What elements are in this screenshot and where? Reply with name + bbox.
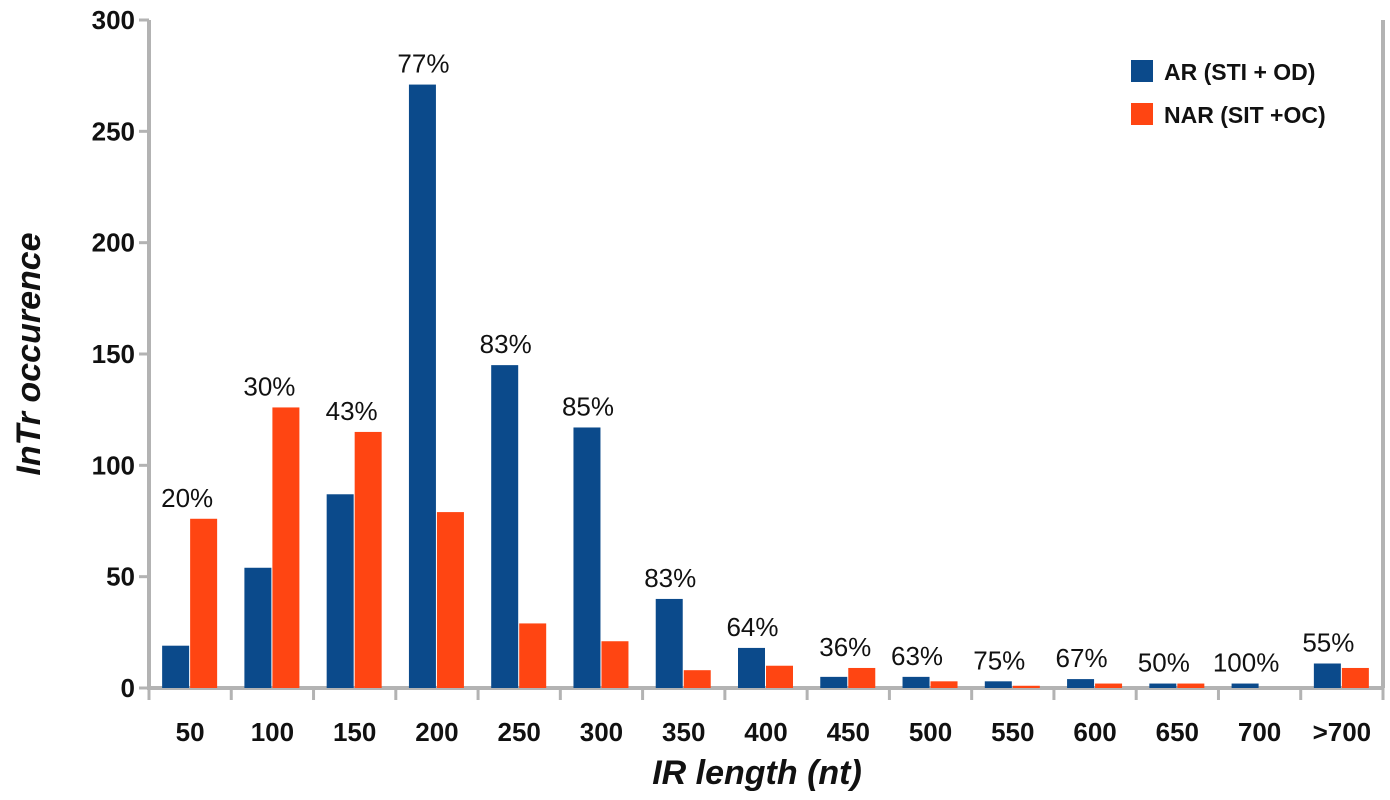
data-label: 85% bbox=[562, 391, 614, 421]
bar-nar-450 bbox=[848, 667, 876, 688]
x-tick-label: 250 bbox=[498, 717, 541, 747]
bar-ar-450 bbox=[820, 676, 848, 688]
bar-ar->700 bbox=[1313, 663, 1341, 688]
bar-ar-50 bbox=[162, 645, 190, 688]
data-label: 100% bbox=[1213, 648, 1280, 678]
bar-ar-650 bbox=[1149, 683, 1177, 688]
bar-nar-50 bbox=[190, 518, 218, 688]
x-tick-label: 400 bbox=[744, 717, 787, 747]
data-label: 20% bbox=[161, 483, 213, 513]
x-tick-label: 500 bbox=[909, 717, 952, 747]
x-tick-label: 150 bbox=[333, 717, 376, 747]
bar-ar-500 bbox=[902, 676, 930, 688]
legend: AR (STI + OD) NAR (SIT +OC) bbox=[1131, 59, 1326, 128]
y-tick-label: 300 bbox=[92, 5, 135, 35]
data-labels: 20% 30% 43% 77% 83% 85% 83% 64% 36% 63% 75% 67% 50% 1… bbox=[161, 49, 1354, 678]
bar-nar-300 bbox=[601, 641, 629, 688]
data-label: 55% bbox=[1302, 628, 1354, 658]
x-tick-labels: 50 100 150 200 250 300 350 400 450 500 550 600 650 70… bbox=[176, 717, 1371, 747]
x-tick-label: 300 bbox=[580, 717, 623, 747]
data-label: 83% bbox=[644, 563, 696, 593]
data-label: 50% bbox=[1138, 648, 1190, 678]
data-label: 75% bbox=[973, 645, 1025, 675]
x-tick-label: >700 bbox=[1313, 717, 1372, 747]
bar-ar-200 bbox=[408, 84, 436, 688]
legend-label-nar: NAR (SIT +OC) bbox=[1164, 102, 1326, 128]
x-tick-label: 450 bbox=[827, 717, 870, 747]
data-label: 67% bbox=[1056, 643, 1108, 673]
bar-nar-400 bbox=[766, 665, 793, 688]
bar-ar-150 bbox=[326, 494, 354, 688]
x-tick-label: 200 bbox=[415, 717, 458, 747]
bar-ar-600 bbox=[1067, 679, 1095, 688]
bar-ar-400 bbox=[738, 647, 765, 688]
y-tick-label: 200 bbox=[92, 228, 135, 258]
data-label: 64% bbox=[726, 612, 778, 642]
x-tick-label: 600 bbox=[1073, 717, 1116, 747]
x-tick-label: 50 bbox=[176, 717, 205, 747]
data-label: 63% bbox=[891, 641, 943, 671]
legend-label-ar: AR (STI + OD) bbox=[1164, 59, 1315, 85]
data-label: 83% bbox=[480, 329, 532, 359]
y-tick-label: 100 bbox=[92, 450, 135, 480]
bar-nar-200 bbox=[436, 512, 464, 688]
y-tick-label: 0 bbox=[121, 673, 135, 703]
x-tick-label: 700 bbox=[1238, 717, 1281, 747]
bar-nar-350 bbox=[683, 670, 711, 688]
bar-nar-600 bbox=[1095, 683, 1123, 688]
data-label: 36% bbox=[819, 632, 871, 662]
y-tick-label: 150 bbox=[92, 339, 135, 369]
bar-ar-100 bbox=[244, 567, 272, 688]
legend-swatch-nar bbox=[1131, 103, 1153, 125]
y-tick-label: 50 bbox=[106, 562, 135, 592]
bar-nar-650 bbox=[1177, 683, 1205, 688]
bar-nar->700 bbox=[1341, 667, 1369, 688]
bar-nar-250 bbox=[519, 623, 547, 688]
data-label: 43% bbox=[326, 396, 378, 426]
bar-ar-700 bbox=[1231, 683, 1259, 688]
bar-nar-100 bbox=[272, 407, 300, 688]
bars bbox=[162, 84, 1369, 688]
data-label: 30% bbox=[243, 371, 295, 401]
bar-nar-150 bbox=[354, 431, 382, 688]
data-label: 77% bbox=[397, 49, 449, 79]
y-tick-label: 250 bbox=[92, 116, 135, 146]
x-axis-title: IR length (nt) bbox=[652, 754, 862, 792]
x-tick-label: 100 bbox=[251, 717, 294, 747]
bar-ar-550 bbox=[984, 681, 1012, 688]
bar-nar-500 bbox=[930, 681, 958, 688]
x-tick-label: 650 bbox=[1156, 717, 1199, 747]
y-tick-labels: 0 50 100 150 200 250 300 bbox=[92, 5, 135, 703]
bar-nar-550 bbox=[1012, 685, 1040, 688]
y-axis-title: InTr occurence bbox=[10, 232, 48, 475]
legend-swatch-ar bbox=[1131, 60, 1153, 82]
x-tick-label: 350 bbox=[662, 717, 705, 747]
x-tick-label: 550 bbox=[991, 717, 1034, 747]
bar-ar-250 bbox=[491, 365, 519, 688]
bar-ar-350 bbox=[655, 598, 683, 688]
bar-ar-300 bbox=[573, 427, 601, 688]
